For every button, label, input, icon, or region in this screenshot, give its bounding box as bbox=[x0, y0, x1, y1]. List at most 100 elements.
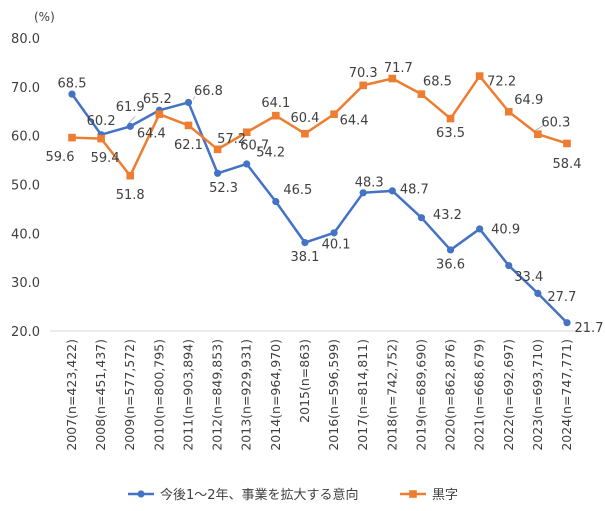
data-label-1: 64.4 bbox=[340, 114, 369, 129]
data-label-1: 70.3 bbox=[349, 66, 378, 81]
data-label-0: 27.7 bbox=[547, 290, 576, 305]
series-marker-1 bbox=[301, 129, 309, 138]
series-marker-0 bbox=[330, 229, 338, 237]
y-tick-label: 50.0 bbox=[11, 179, 40, 194]
x-tick-label: 2016(n=596,599) bbox=[326, 339, 341, 451]
data-label-0: 36.6 bbox=[436, 257, 465, 272]
series-marker-1 bbox=[242, 128, 251, 137]
y-tick-label: 40.0 bbox=[11, 227, 40, 242]
series-marker-1 bbox=[126, 171, 135, 180]
series-marker-0 bbox=[446, 246, 455, 254]
y-tick-label: 30.0 bbox=[11, 276, 40, 291]
x-axis: 2007(n=423,422) 2008(n=451,437) 2009(n=577… bbox=[64, 339, 574, 451]
series-marker-0 bbox=[359, 189, 367, 197]
x-tick-label: 2019(n=689,690) bbox=[413, 339, 428, 451]
x-tick-label: 2009(n=577,572) bbox=[122, 339, 137, 451]
series-marker-0 bbox=[126, 122, 134, 130]
series-marker-1 bbox=[504, 107, 513, 116]
data-label-1: 64.1 bbox=[261, 96, 290, 111]
y-tick-label: 60.0 bbox=[11, 130, 40, 145]
y-tick-label: 20.0 bbox=[11, 325, 40, 340]
x-tick-label: 2022(n=692,697) bbox=[501, 339, 516, 451]
series-marker-0 bbox=[505, 261, 513, 270]
series-marker-1 bbox=[155, 110, 164, 118]
series-marker-0 bbox=[272, 197, 280, 206]
data-label-0: 40.1 bbox=[322, 237, 351, 252]
series-marker-0 bbox=[417, 214, 426, 222]
series-marker-0 bbox=[301, 239, 309, 247]
series-marker-0 bbox=[563, 319, 571, 327]
series-marker-0 bbox=[184, 98, 193, 107]
x-tick-label: 2024(n=747,771) bbox=[559, 339, 574, 451]
series-markers bbox=[68, 72, 571, 327]
data-label-1: 71.7 bbox=[384, 61, 413, 76]
data-label-0: 48.3 bbox=[355, 175, 384, 190]
data-labels: 68.5 60.261.965.2 66.8 52.3 54.2 46.5 38.140.1… bbox=[46, 61, 604, 336]
series-marker-1 bbox=[272, 111, 280, 120]
series-marker-0 bbox=[388, 187, 396, 195]
series-marker-1 bbox=[534, 130, 542, 139]
series-marker-1 bbox=[446, 114, 455, 123]
series-lines bbox=[70, 74, 568, 324]
series-marker-0 bbox=[476, 225, 484, 233]
legend-label: 黒字 bbox=[432, 488, 458, 503]
x-tick-label: 2013(n=929,931) bbox=[239, 339, 254, 451]
x-tick-label: 2007(n=423,422) bbox=[64, 339, 79, 451]
data-label-1: 60.4 bbox=[290, 111, 319, 126]
data-label-0: 68.5 bbox=[58, 77, 87, 92]
legend-swatch-marker bbox=[409, 490, 417, 498]
data-label-1: 57.2 bbox=[217, 132, 246, 147]
series-marker-1 bbox=[97, 134, 105, 143]
data-label-1: 59.4 bbox=[91, 151, 120, 166]
x-tick-label: 2015(n=863) bbox=[297, 339, 312, 423]
data-label-0: 46.5 bbox=[283, 183, 312, 198]
x-tick-label: 2008(n=451,437) bbox=[93, 339, 108, 451]
data-label-1: 60.7 bbox=[240, 139, 269, 154]
series-marker-1 bbox=[417, 90, 426, 98]
legend-label: 今後1～2年、事業を拡大する意向 bbox=[160, 487, 359, 503]
leader-line bbox=[193, 96, 195, 100]
data-label-1: 62.1 bbox=[174, 138, 203, 153]
series-marker-0 bbox=[534, 289, 542, 297]
series-marker-1 bbox=[184, 121, 193, 130]
data-label-1: 72.2 bbox=[487, 75, 516, 90]
series-marker-1 bbox=[330, 110, 338, 118]
data-label-0: 66.8 bbox=[194, 84, 223, 99]
series-line-0 bbox=[70, 93, 568, 324]
leader-line bbox=[127, 116, 136, 124]
data-label-0: 48.7 bbox=[400, 182, 429, 197]
data-label-0: 38.1 bbox=[290, 250, 319, 265]
series-marker-0 bbox=[213, 169, 222, 177]
x-tick-label: 2017(n=814,811) bbox=[355, 339, 370, 451]
data-label-0: 65.2 bbox=[143, 92, 172, 107]
x-tick-label: 2021(n=668,679) bbox=[472, 339, 487, 451]
y-axis-unit-label: (%) bbox=[34, 10, 55, 24]
series-marker-1 bbox=[563, 139, 571, 148]
data-label-0: 40.9 bbox=[491, 222, 520, 237]
series-marker-1 bbox=[68, 133, 76, 142]
leader-line bbox=[533, 124, 545, 132]
series-marker-0 bbox=[243, 160, 251, 168]
data-label-0: 52.3 bbox=[209, 181, 238, 196]
x-tick-label: 2020(n=862,876) bbox=[443, 339, 458, 451]
data-label-1: 63.5 bbox=[436, 126, 465, 141]
leader-lines bbox=[127, 96, 545, 132]
data-label-0: 43.2 bbox=[433, 208, 462, 223]
data-label-0: 61.9 bbox=[116, 100, 145, 115]
x-tick-label: 2010(n=800,795) bbox=[151, 339, 166, 451]
series-marker-1 bbox=[359, 81, 367, 90]
data-label-0: 60.2 bbox=[87, 114, 116, 129]
legend: 今後1～2年、事業を拡大する意向 黒字 bbox=[128, 487, 458, 503]
x-tick-label: 2012(n=849,853) bbox=[210, 339, 225, 451]
series-marker-1 bbox=[475, 72, 484, 80]
series-marker-0 bbox=[68, 90, 76, 98]
data-label-1: 59.6 bbox=[46, 150, 75, 165]
series-marker-1 bbox=[388, 74, 397, 83]
data-label-1: 51.8 bbox=[116, 188, 145, 203]
data-label-1: 64.4 bbox=[137, 127, 166, 142]
x-tick-label: 2011(n=903,894) bbox=[180, 339, 195, 451]
series-marker-1 bbox=[213, 145, 222, 154]
data-label-1: 60.3 bbox=[541, 116, 570, 131]
data-label-0: 54.2 bbox=[256, 145, 285, 160]
y-tick-label: 80.0 bbox=[11, 32, 40, 47]
